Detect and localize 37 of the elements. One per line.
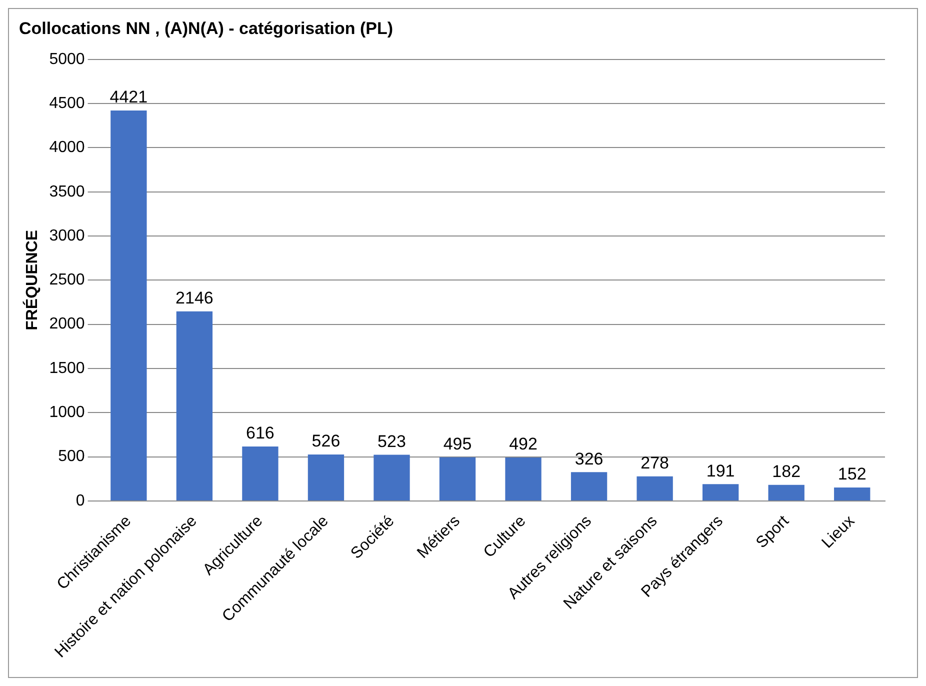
chart-title: Collocations NN , (A)N(A) - catégorisation (PL) [19,18,393,38]
y-axis-title: FRÉQUENCE [22,230,42,330]
bar [570,472,608,500]
y-tick-label: 3000 [49,227,85,244]
y-tick-label: 4500 [49,94,85,112]
bar [242,446,278,500]
y-tick-label: 2000 [49,316,85,333]
data-label: 191 [706,461,735,480]
data-label: 152 [838,464,866,484]
bar [636,476,673,500]
data-label: 182 [772,462,801,482]
bar [308,454,344,500]
data-label: 523 [378,432,406,451]
data-label: 492 [509,434,538,454]
data-label: 278 [640,454,669,473]
bar [439,457,476,500]
bar [374,454,410,500]
bar [834,488,870,500]
data-label: 326 [574,449,604,468]
y-tick-label: 500 [58,448,85,466]
bar [110,110,147,500]
y-tick-label: 1000 [49,404,85,422]
y-tick-label: 5000 [49,50,85,68]
data-label: 495 [443,434,472,454]
bar [505,458,542,500]
y-tick-label: 2500 [49,272,85,289]
bar [176,311,213,500]
data-label: 526 [312,432,340,451]
data-label: 616 [246,424,274,443]
data-label: 4421 [110,88,148,107]
y-tick-label: 0 [76,492,85,510]
bar [702,484,739,500]
y-tick-label: 3500 [49,183,85,200]
data-label: 2146 [176,288,214,308]
bar [768,484,804,500]
y-tick-label: 4000 [49,139,85,156]
y-tick-label: 1500 [49,360,85,377]
